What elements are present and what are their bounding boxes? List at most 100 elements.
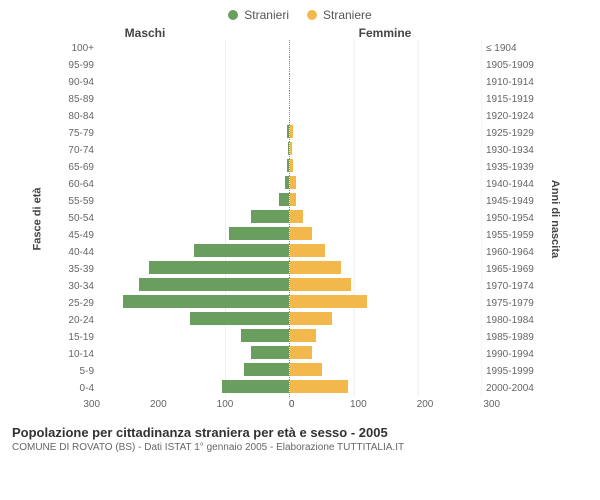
pyramid-row: 40-44 1960-1964 bbox=[60, 244, 540, 261]
bar-female bbox=[290, 295, 367, 308]
bar-pair bbox=[98, 142, 482, 159]
bar-pair bbox=[98, 278, 482, 295]
pyramid-row: 15-19 1985-1989 bbox=[60, 329, 540, 346]
legend-label-male: Stranieri bbox=[244, 8, 289, 22]
birth-year-label: 1915-1919 bbox=[482, 94, 540, 105]
age-label: 40-44 bbox=[60, 247, 98, 258]
age-label: 45-49 bbox=[60, 230, 98, 241]
pyramid-row: 35-391965-1969 bbox=[60, 261, 540, 278]
age-label: 10-14 bbox=[60, 349, 98, 360]
bar-pair bbox=[98, 210, 482, 227]
pyramid-row: 0-4 2000-2004 bbox=[60, 380, 540, 397]
bar-pair bbox=[98, 295, 482, 312]
age-label: 65-69 bbox=[60, 162, 98, 173]
bar-female bbox=[290, 142, 292, 155]
bar-male bbox=[241, 329, 289, 342]
pyramid-row: 50-54 1950-1954 bbox=[60, 210, 540, 227]
birth-year-label: 1995-1999 bbox=[482, 366, 540, 377]
birth-year-label: 1940-1944 bbox=[482, 179, 540, 190]
legend-item-male: Stranieri bbox=[228, 8, 289, 22]
x-tick: 100 bbox=[217, 399, 234, 410]
bar-female bbox=[290, 329, 316, 342]
pyramid-row: 55-59 1945-1949 bbox=[60, 193, 540, 210]
pyramid-row: 100+≤ 1904 bbox=[60, 40, 540, 57]
birth-year-label: 2000-2004 bbox=[482, 383, 540, 394]
bar-pair bbox=[98, 380, 482, 397]
pyramid-row: 25-291975-1979 bbox=[60, 295, 540, 312]
bar-pair bbox=[98, 244, 482, 261]
bar-male bbox=[287, 125, 289, 138]
chart-title: Popolazione per cittadinanza straniera p… bbox=[12, 425, 588, 440]
bar-pair bbox=[98, 125, 482, 142]
bar-male bbox=[251, 210, 289, 223]
bar-pair bbox=[98, 363, 482, 380]
x-tick: 200 bbox=[417, 399, 434, 410]
y-axis-label-right: Anni di nascita bbox=[549, 179, 561, 257]
bar-pair bbox=[98, 57, 482, 74]
age-label: 80-84 bbox=[60, 111, 98, 122]
x-tick: 300 bbox=[483, 399, 500, 410]
bar-pair bbox=[98, 227, 482, 244]
chart-subtitle: COMUNE DI ROVATO (BS) - Dati ISTAT 1° ge… bbox=[12, 442, 588, 453]
pyramid-row: 85-89 1915-1919 bbox=[60, 91, 540, 108]
pyramid-row: 75-791925-1929 bbox=[60, 125, 540, 142]
x-axis-left: 0100200300 bbox=[92, 399, 292, 413]
age-label: 0-4 bbox=[60, 383, 98, 394]
birth-year-label: 1945-1949 bbox=[482, 196, 540, 207]
swatch-male bbox=[228, 10, 238, 20]
column-headers: Maschi Femmine bbox=[0, 26, 600, 40]
bar-male bbox=[244, 363, 289, 376]
age-label: 5-9 bbox=[60, 366, 98, 377]
birth-year-label: 1990-1994 bbox=[482, 349, 540, 360]
x-tick: 200 bbox=[150, 399, 167, 410]
bar-female bbox=[290, 176, 296, 189]
bar-male bbox=[123, 295, 289, 308]
bar-female bbox=[290, 159, 293, 172]
age-label: 60-64 bbox=[60, 179, 98, 190]
age-label: 85-89 bbox=[60, 94, 98, 105]
bar-male bbox=[251, 346, 289, 359]
pyramid-row: 70-741930-1934 bbox=[60, 142, 540, 159]
bar-female bbox=[290, 210, 303, 223]
bar-female bbox=[290, 125, 293, 138]
birth-year-label: 1965-1969 bbox=[482, 264, 540, 275]
bar-pair bbox=[98, 193, 482, 210]
birth-year-label: 1960-1964 bbox=[482, 247, 540, 258]
bar-female bbox=[290, 278, 351, 291]
bar-pair bbox=[98, 91, 482, 108]
pyramid-row: 60-64 1940-1944 bbox=[60, 176, 540, 193]
bar-pair bbox=[98, 74, 482, 91]
bar-pair bbox=[98, 40, 482, 57]
age-label: 50-54 bbox=[60, 213, 98, 224]
bar-female bbox=[290, 261, 341, 274]
age-label: 15-19 bbox=[60, 332, 98, 343]
birth-year-label: 1935-1939 bbox=[482, 162, 540, 173]
pyramid-row: 5-9 1995-1999 bbox=[60, 363, 540, 380]
bar-male bbox=[285, 176, 289, 189]
bar-pair bbox=[98, 312, 482, 329]
pyramid-row: 45-49 1955-1959 bbox=[60, 227, 540, 244]
bar-male bbox=[149, 261, 289, 274]
x-tick: 0 bbox=[289, 399, 295, 410]
footer: Popolazione per cittadinanza straniera p… bbox=[0, 413, 600, 453]
birth-year-label: 1955-1959 bbox=[482, 230, 540, 241]
pyramid-row: 80-84 1920-1924 bbox=[60, 108, 540, 125]
y-axis-label-left: Fasce di età bbox=[31, 187, 43, 250]
bar-female bbox=[290, 227, 312, 240]
bar-female bbox=[290, 363, 322, 376]
birth-year-label: 1920-1924 bbox=[482, 111, 540, 122]
age-label: 55-59 bbox=[60, 196, 98, 207]
birth-year-label: 1910-1914 bbox=[482, 77, 540, 88]
birth-year-label: 1985-1989 bbox=[482, 332, 540, 343]
age-label: 75-79 bbox=[60, 128, 98, 139]
pyramid-row: 30-341970-1974 bbox=[60, 278, 540, 295]
pyramid-row: 90-941910-1914 bbox=[60, 74, 540, 91]
x-tick: 100 bbox=[350, 399, 367, 410]
x-axis-right: 0100200300 bbox=[292, 399, 492, 413]
pyramid-row: 10-14 1990-1994 bbox=[60, 346, 540, 363]
birth-year-label: 1950-1954 bbox=[482, 213, 540, 224]
legend-item-female: Straniere bbox=[307, 8, 372, 22]
pyramid-row: 95-991905-1909 bbox=[60, 57, 540, 74]
age-label: 70-74 bbox=[60, 145, 98, 156]
bar-male bbox=[288, 142, 289, 155]
